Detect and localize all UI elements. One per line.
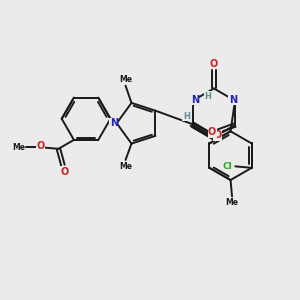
Text: Me: Me <box>226 198 238 207</box>
Text: O: O <box>60 167 68 177</box>
Text: N: N <box>110 118 118 128</box>
Text: H: H <box>204 92 211 101</box>
Text: Me: Me <box>12 143 25 152</box>
Text: Me: Me <box>119 162 132 171</box>
Text: N: N <box>191 95 199 105</box>
Text: O: O <box>208 128 216 137</box>
Text: O: O <box>36 141 44 152</box>
Text: Cl: Cl <box>222 162 232 171</box>
Text: N: N <box>229 95 237 105</box>
Text: O: O <box>210 58 218 68</box>
Text: Me: Me <box>119 75 132 84</box>
Text: H: H <box>183 112 190 121</box>
Text: O: O <box>214 130 222 140</box>
